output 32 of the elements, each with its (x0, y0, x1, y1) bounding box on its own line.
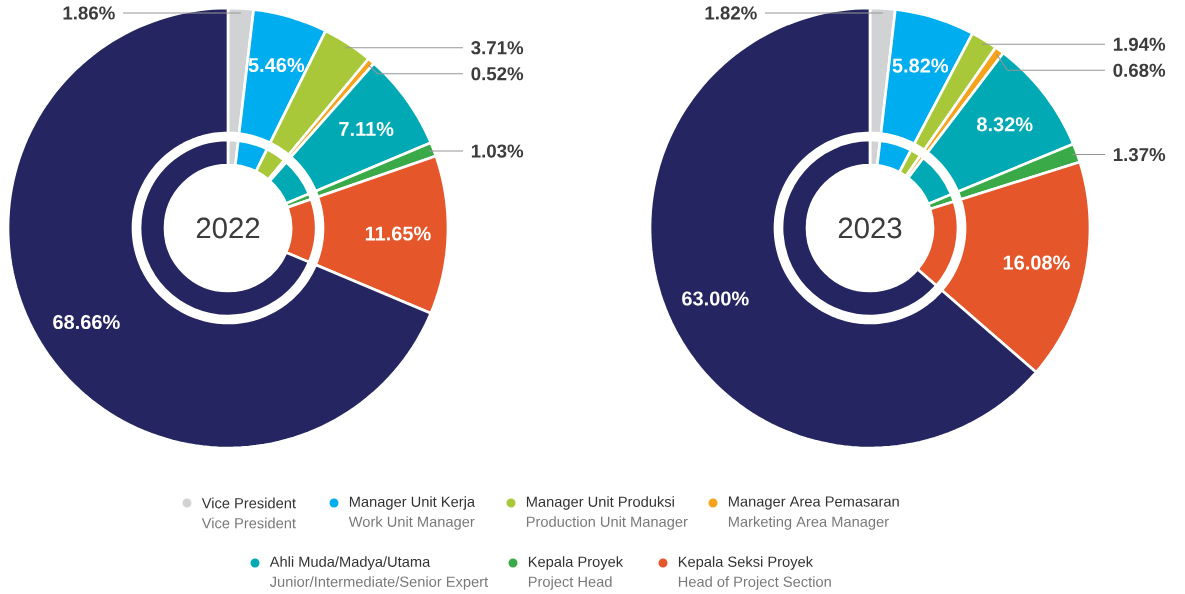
data-label: 7.11% (339, 121, 394, 137)
data-label: 1.37% (1113, 147, 1166, 162)
text: Production Unit Manager (526, 516, 688, 530)
data-label: 1.86% (63, 6, 115, 20)
text: Work Unit Manager (348, 516, 475, 530)
text: 2023 (838, 217, 902, 239)
data-label: 5.46% (248, 57, 305, 73)
data-label: 0.52% (471, 67, 524, 81)
data-label: 1.03% (471, 144, 524, 158)
legend-label: Manager Area Pemasaran (728, 496, 899, 510)
data-label: 68.66% (53, 314, 120, 330)
legend-label: Kepala Seksi Proyek (678, 556, 814, 570)
legend-label: Kepala Proyek (528, 556, 624, 570)
text: Junior/Intermediate/Senior Expert (269, 576, 489, 590)
data-label: 1.82% (705, 6, 757, 20)
text: Head of Project Section (678, 576, 831, 590)
data-label: 0.68% (1113, 63, 1166, 77)
data-label: 63.00% (682, 291, 749, 306)
text: Marketing Area Manager (728, 516, 889, 530)
text: Project Head (528, 576, 612, 590)
data-label: 3.71% (471, 41, 524, 55)
data-label: 1.94% (1113, 37, 1166, 51)
legend-label: Manager Unit Kerja (349, 496, 476, 510)
text: Vice President (201, 517, 296, 529)
data-label: 5.82% (892, 58, 949, 73)
legend-label: Ahli Muda/Madya/Utama (269, 556, 431, 570)
data-label: 11.65% (365, 226, 431, 241)
data-label: 16.08% (1003, 255, 1070, 270)
data-label: 8.32% (977, 117, 1033, 132)
legend-label: Vice President (201, 497, 296, 509)
legend-label: Manager Unit Produksi (526, 496, 674, 510)
text: 2022 (196, 217, 260, 239)
